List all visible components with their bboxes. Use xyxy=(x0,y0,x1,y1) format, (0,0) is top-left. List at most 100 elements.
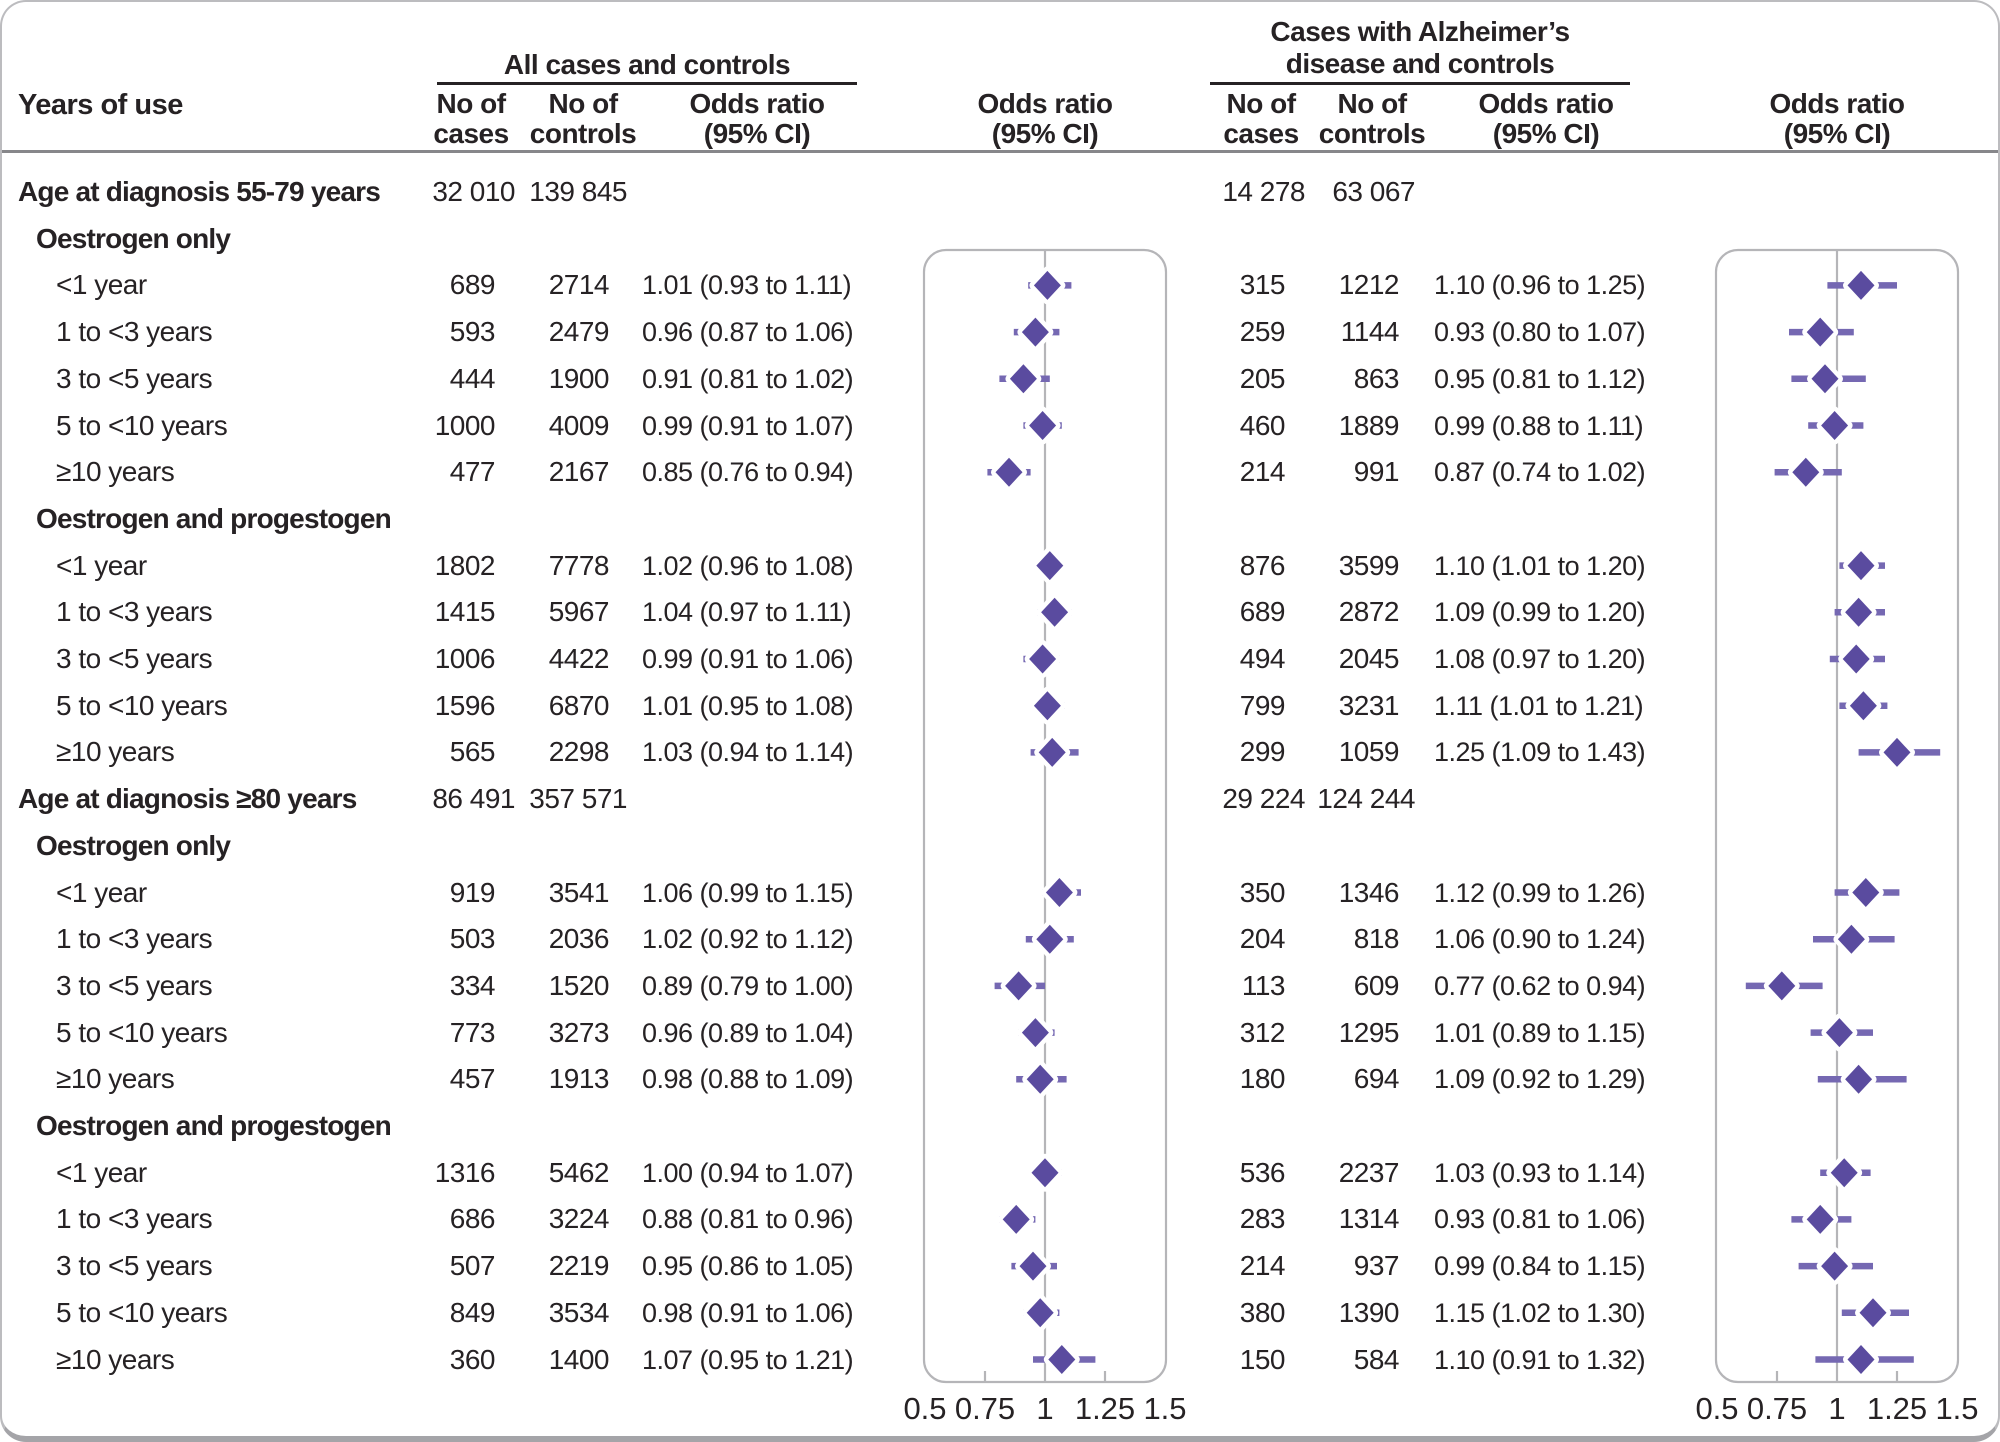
cases-cell-all: 686 xyxy=(449,1203,496,1234)
controls-cell-alz: 2872 xyxy=(1338,596,1400,627)
controls-cell-all: 2167 xyxy=(548,456,610,487)
cases-cell-all: 773 xyxy=(449,1017,496,1048)
cases-cell-alz: 283 xyxy=(1239,1203,1286,1234)
or-ci-cell-all: 1.04 (0.97 to 1.11) xyxy=(642,597,852,627)
or-diamond xyxy=(1845,686,1882,725)
axis-tick-label: 1.5 xyxy=(1935,1391,1978,1426)
controls-cell-alz: 1212 xyxy=(1338,269,1400,300)
cases-cell-all: 919 xyxy=(449,877,496,908)
or-diamond xyxy=(1807,359,1843,398)
subsection-label: Oestrogen and progestogen xyxy=(36,1110,392,1141)
row-label: <1 year xyxy=(56,1157,147,1188)
controls-cell-alz: 1059 xyxy=(1338,736,1400,767)
controls-cell-all: 1400 xyxy=(548,1344,610,1375)
cases-cell-all: 1000 xyxy=(434,410,496,441)
or-diamond xyxy=(1843,1340,1879,1379)
or-ci-cell-alz: 1.11 (1.01 to 1.21) xyxy=(1434,691,1644,721)
cases-cell-all: 1316 xyxy=(434,1157,496,1188)
cases-cell-alz: 113 xyxy=(1241,970,1286,1001)
or-ci-cell-all: 0.88 (0.81 to 0.96) xyxy=(642,1204,854,1234)
cases-cell-alz: 536 xyxy=(1239,1157,1286,1188)
or-ci-cell-all: 0.99 (0.91 to 1.06) xyxy=(642,644,854,674)
or-ci-cell-alz: 0.93 (0.81 to 1.06) xyxy=(1434,1204,1646,1234)
cases-cell-alz: 299 xyxy=(1239,736,1286,767)
or-ci-cell-all: 1.07 (0.95 to 1.21) xyxy=(642,1345,854,1375)
or-ci-cell-all: 1.06 (0.99 to 1.15) xyxy=(642,878,854,908)
controls-cell-alz: 3231 xyxy=(1338,690,1400,721)
or-ci-cell-alz: 0.93 (0.80 to 1.07) xyxy=(1434,317,1646,347)
controls-cell-alz: 818 xyxy=(1353,923,1400,954)
or-diamond xyxy=(1802,313,1839,352)
or-ci-cell-all: 0.98 (0.88 to 1.09) xyxy=(642,1064,854,1094)
cases-cell-all: 477 xyxy=(449,456,496,487)
cases-cell-alz: 214 xyxy=(1239,1250,1286,1281)
or-diamond xyxy=(1840,1060,1877,1099)
row-label: <1 year xyxy=(56,550,147,581)
or-diamond xyxy=(1816,406,1853,445)
section-total-cases-all: 86 491 xyxy=(432,783,515,814)
row-label: <1 year xyxy=(56,877,147,908)
or-ci-cell-alz: 1.15 (1.02 to 1.30) xyxy=(1434,1298,1646,1328)
axis-tick-label: 1.25 xyxy=(1867,1391,1927,1426)
or-ci-cell-all: 0.98 (0.91 to 1.06) xyxy=(642,1298,854,1328)
plot-panel-border xyxy=(922,248,1168,1384)
controls-cell-all: 2298 xyxy=(548,736,610,767)
cases-cell-all: 1006 xyxy=(434,643,496,674)
or-ci-cell-alz: 1.09 (0.92 to 1.29) xyxy=(1434,1064,1646,1094)
or-ci-cell-alz: 1.10 (0.91 to 1.32) xyxy=(1434,1345,1646,1375)
section-total-controls-alz: 63 067 xyxy=(1332,176,1415,207)
row-label: <1 year xyxy=(56,269,147,300)
or-diamond xyxy=(1787,453,1824,492)
section-total-controls-all: 357 571 xyxy=(529,783,627,814)
controls-cell-alz: 1889 xyxy=(1338,410,1400,441)
or-ci-cell-all: 0.99 (0.91 to 1.07) xyxy=(642,411,854,441)
or-diamond xyxy=(1022,1060,1059,1099)
cases-cell-all: 503 xyxy=(449,923,496,954)
or-diamond xyxy=(1036,593,1073,632)
or-diamond xyxy=(1017,313,1054,352)
or-diamond xyxy=(1843,546,1879,585)
or-diamond xyxy=(1029,686,1066,725)
controls-cell-alz: 694 xyxy=(1353,1063,1400,1094)
or-diamond xyxy=(1024,640,1061,678)
cases-cell-alz: 876 xyxy=(1239,550,1286,581)
section-total-cases-alz: 29 224 xyxy=(1222,783,1305,814)
right-group-title-line1: Cases with Alzheimer’s xyxy=(1270,16,1570,47)
row-header-years-of-use: Years of use xyxy=(18,89,183,121)
controls-cell-all: 3273 xyxy=(548,1017,610,1048)
cases-cell-all: 849 xyxy=(449,1297,496,1328)
axis-tick-label: 1 xyxy=(1828,1391,1845,1426)
row-label: ≥10 years xyxy=(56,456,175,487)
or-diamond xyxy=(1015,1247,1051,1286)
cases-cell-alz: 689 xyxy=(1239,596,1286,627)
section-label: Age at diagnosis 55-79 years xyxy=(18,176,381,207)
controls-cell-all: 5462 xyxy=(548,1157,610,1188)
cases-cell-alz: 350 xyxy=(1239,877,1286,908)
col-header-all-plot-or: Odds ratio (95% CI) xyxy=(977,88,1113,149)
plot-panel-border xyxy=(1714,248,1960,1384)
controls-cell-all: 3541 xyxy=(548,877,610,908)
controls-cell-all: 2714 xyxy=(548,269,610,300)
row-label: 5 to <10 years xyxy=(56,1297,228,1328)
section-total-cases-all: 32 010 xyxy=(432,176,515,207)
or-ci-cell-alz: 1.12 (0.99 to 1.26) xyxy=(1434,878,1646,908)
cases-cell-alz: 180 xyxy=(1239,1063,1286,1094)
cases-cell-all: 444 xyxy=(449,363,496,394)
or-diamond xyxy=(1031,546,1068,585)
right-group-header: Cases with Alzheimer’s disease and contr… xyxy=(1210,16,1630,85)
or-ci-cell-all: 0.89 (0.79 to 1.00) xyxy=(642,971,854,1001)
controls-cell-alz: 2045 xyxy=(1338,643,1400,674)
controls-cell-all: 5967 xyxy=(548,596,610,627)
or-diamond xyxy=(1763,966,1800,1005)
cases-cell-alz: 205 xyxy=(1239,363,1286,394)
controls-cell-all: 3224 xyxy=(548,1203,610,1234)
row-label: ≥10 years xyxy=(56,736,175,767)
cases-cell-alz: 315 xyxy=(1239,269,1286,300)
or-ci-cell-alz: 1.08 (0.97 to 1.20) xyxy=(1434,644,1646,674)
or-ci-cell-all: 1.02 (0.96 to 1.08) xyxy=(642,551,854,581)
col-header-alz-cases: No of cases xyxy=(1223,88,1299,149)
or-diamond xyxy=(1802,1200,1839,1239)
or-diamond xyxy=(1031,920,1068,959)
axis-tick-label: 1 xyxy=(1036,1391,1053,1426)
cases-cell-all: 1596 xyxy=(434,690,496,721)
